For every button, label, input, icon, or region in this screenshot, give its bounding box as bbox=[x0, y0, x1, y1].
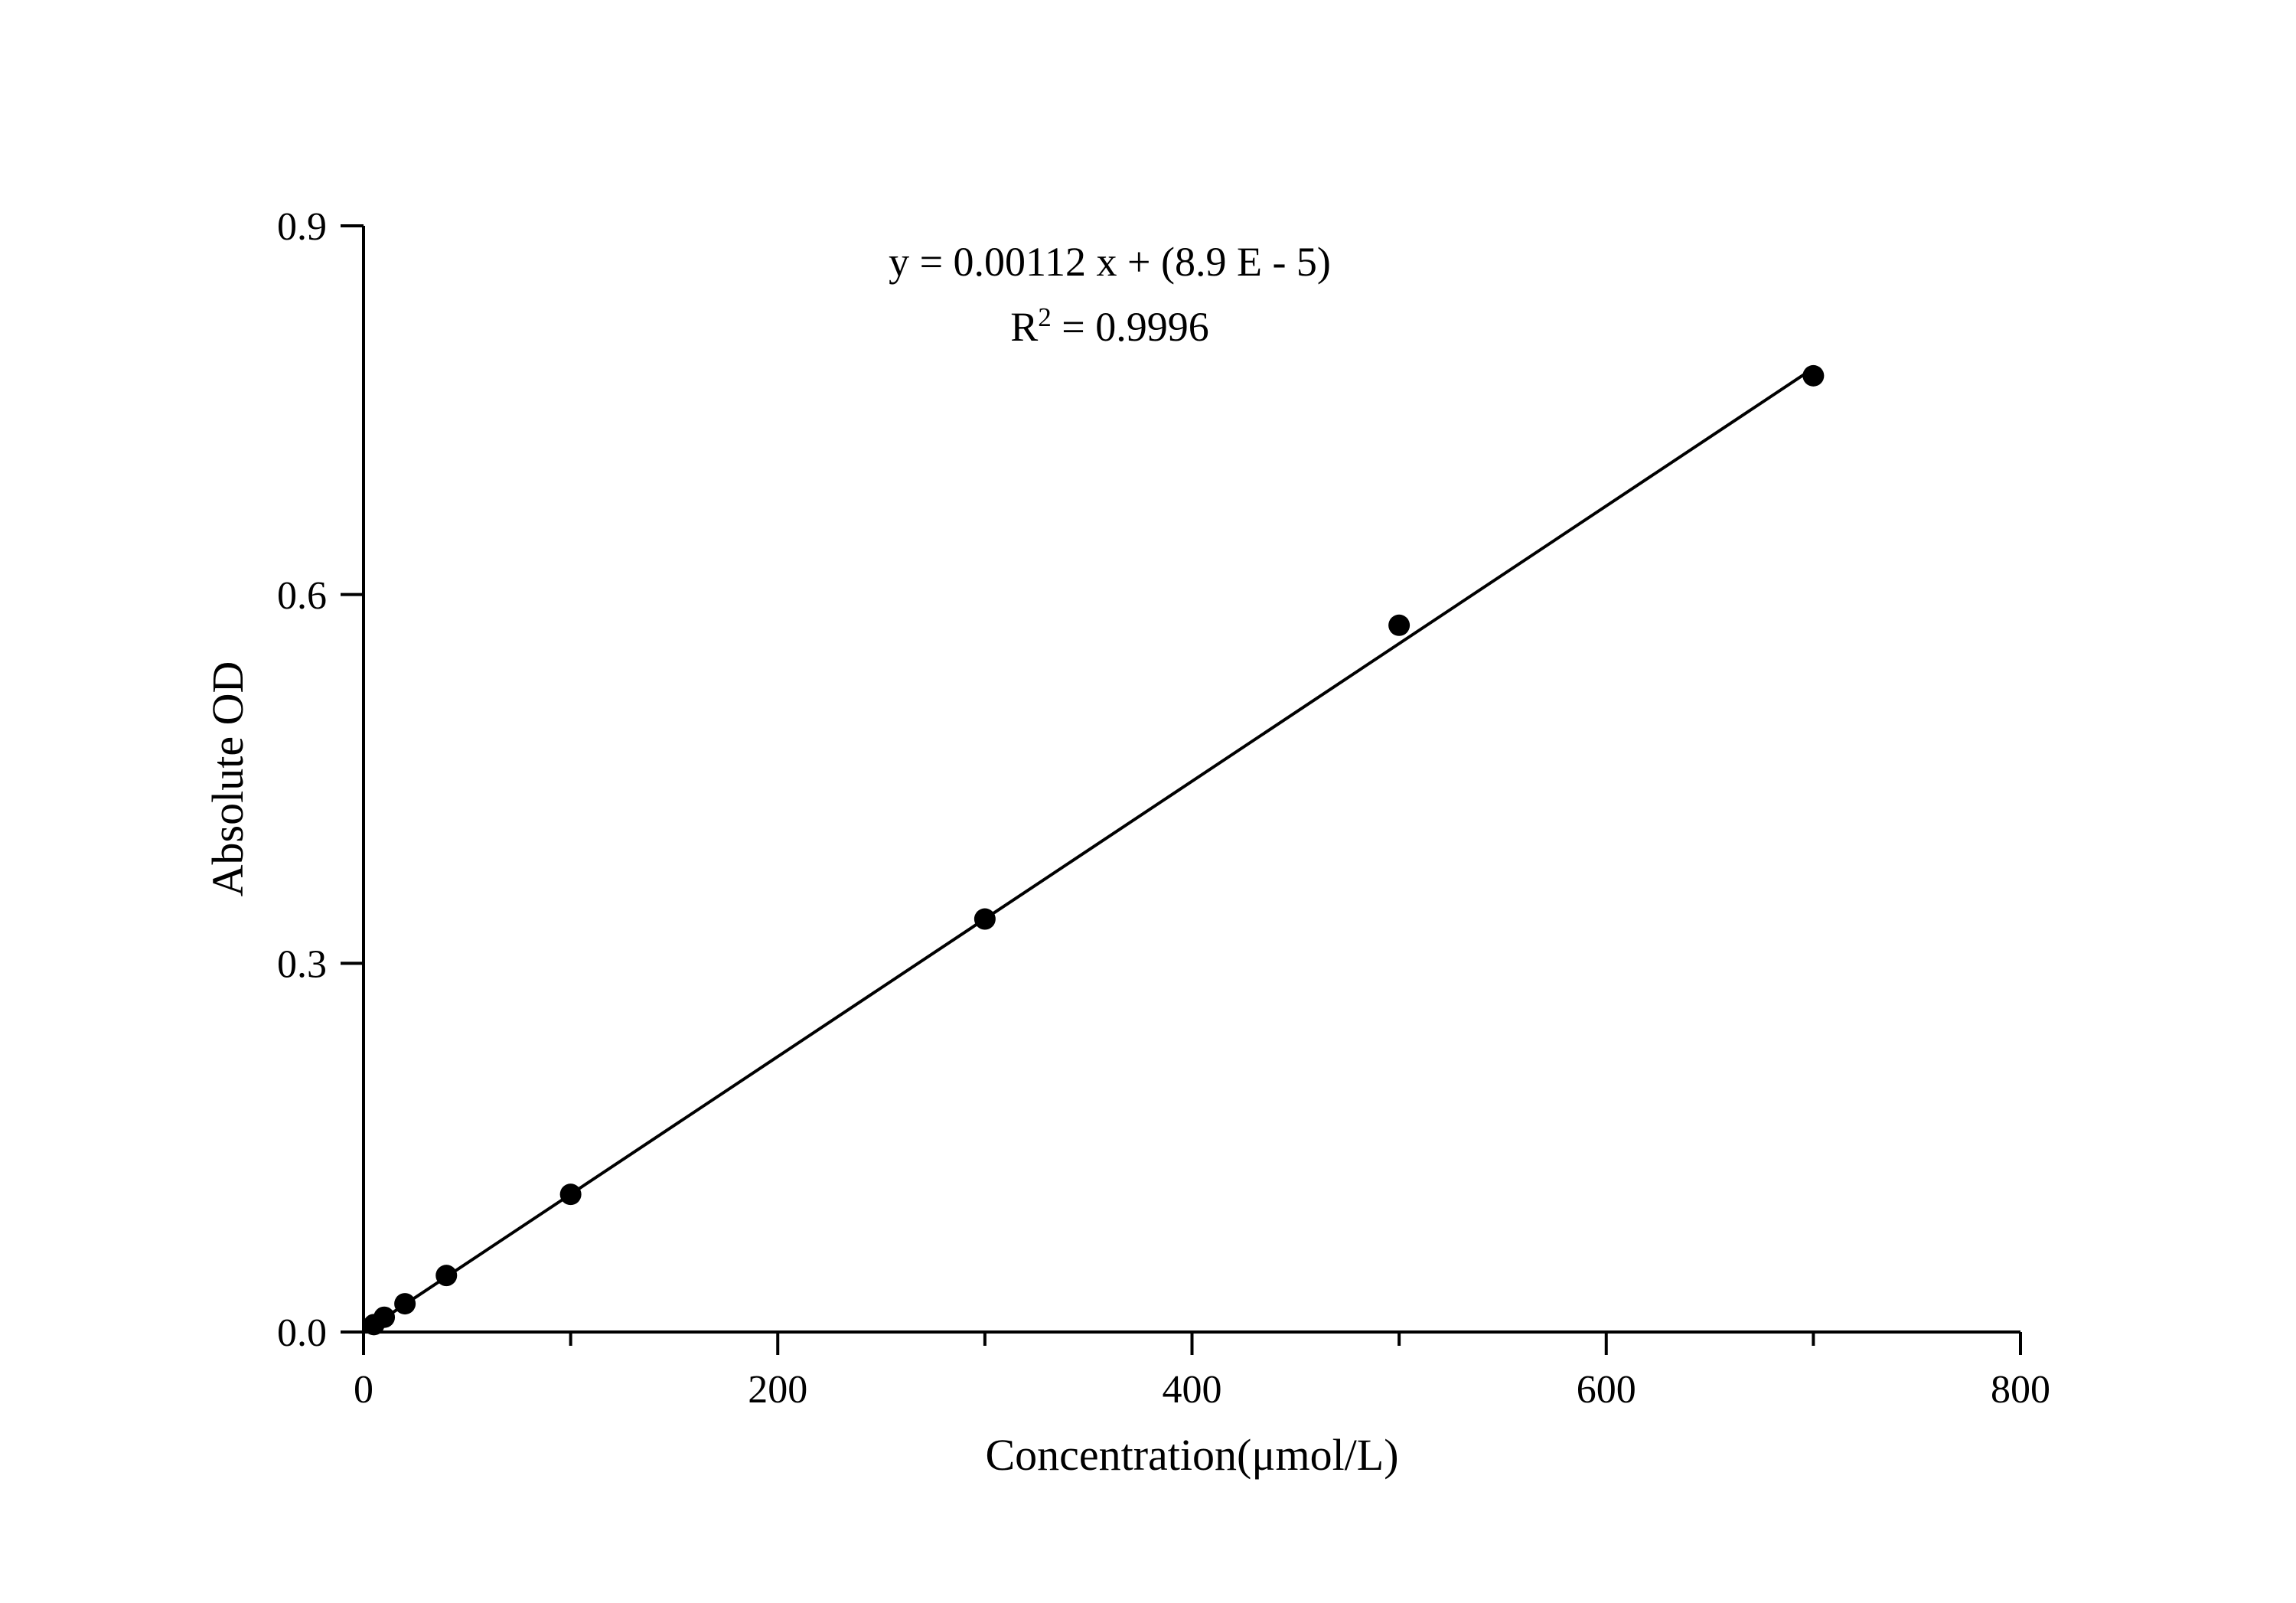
x-tick-label: 400 bbox=[1163, 1368, 1222, 1412]
x-tick-label: 800 bbox=[1991, 1368, 2050, 1412]
y-tick-label: 0.3 bbox=[277, 943, 327, 987]
data-point bbox=[974, 909, 996, 930]
equation-annotation: y = 0.00112 x + (8.9 E - 5) bbox=[889, 239, 1331, 285]
data-point bbox=[373, 1307, 395, 1328]
data-point bbox=[1802, 365, 1824, 387]
data-point bbox=[1388, 615, 1410, 636]
scatter-chart: 0 200 400 600 800 0.0 0.3 0.6 0.9 Concentration(μ… bbox=[0, 0, 2296, 1603]
x-tick-label: 600 bbox=[1577, 1368, 1636, 1412]
data-point bbox=[394, 1293, 416, 1314]
data-point bbox=[435, 1265, 457, 1286]
y-axis-label: Absolute OD bbox=[203, 661, 253, 897]
x-tick-label: 0 bbox=[354, 1368, 373, 1412]
y-tick-label: 0.0 bbox=[277, 1311, 327, 1355]
data-point bbox=[560, 1183, 582, 1205]
y-tick-label: 0.9 bbox=[277, 205, 327, 249]
x-tick-label: 200 bbox=[748, 1368, 807, 1412]
x-axis-label: Concentration(μmol/L) bbox=[985, 1430, 1398, 1480]
y-tick-label: 0.6 bbox=[277, 574, 327, 618]
chart-container: 0 200 400 600 800 0.0 0.3 0.6 0.9 Concentration(μ… bbox=[0, 0, 2296, 1603]
